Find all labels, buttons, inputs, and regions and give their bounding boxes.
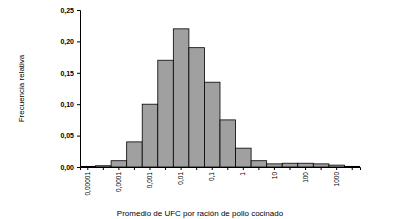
chart: 0,000,050,100,150,200,250,000010,00010,0…: [0, 0, 393, 219]
x-tick-label: 0,001: [146, 172, 153, 189]
x-tick-mark: [87, 167, 88, 170]
x-tick-mark: [150, 167, 151, 170]
y-tick: 0,05: [60, 132, 80, 140]
x-tick: [290, 167, 291, 170]
x-tick: 0,01: [177, 167, 184, 185]
y-tick-mark: [77, 41, 80, 42]
x-tick-label: 0,0001: [115, 172, 122, 192]
y-tick-label: 0,00: [60, 164, 74, 172]
y-tick-label: 0,20: [60, 38, 74, 46]
bar: [298, 163, 314, 167]
x-tick: [258, 167, 259, 170]
x-tick: [321, 167, 322, 170]
x-tick-mark: [352, 167, 353, 170]
x-tick-mark: [118, 167, 119, 170]
x-tick-label: 0,1: [208, 172, 215, 181]
bar: [111, 161, 127, 167]
x-tick: 100: [302, 167, 309, 183]
bar: [329, 165, 345, 167]
bar: [204, 82, 220, 167]
x-tick-mark: [305, 167, 306, 170]
x-tick-mark: [165, 167, 166, 170]
x-tick-label: 1: [239, 172, 246, 176]
y-axis-line: [77, 11, 81, 168]
y-tick: 0,10: [60, 101, 80, 109]
x-tick-label: 0,00001: [84, 172, 91, 196]
y-tick: 0,15: [60, 70, 80, 78]
y-tick-mark: [77, 167, 80, 168]
bar: [189, 48, 205, 167]
y-tick-label: 0,05: [60, 132, 74, 140]
x-tick: 1: [239, 167, 246, 176]
x-tick-label: 100: [302, 172, 309, 183]
x-tick-mark: [243, 167, 244, 170]
y-axis-title: Frecuencia relativa: [17, 54, 26, 122]
x-tick-mark: [103, 167, 104, 170]
x-tick: [352, 167, 353, 170]
x-tick-mark: [212, 167, 213, 170]
bar: [127, 142, 143, 167]
x-tick: [134, 167, 135, 170]
x-tick: 0,001: [146, 167, 153, 188]
x-tick: [165, 167, 166, 170]
bar: [173, 29, 189, 167]
x-tick: [227, 167, 228, 170]
y-tick-label: 0,15: [60, 70, 74, 78]
x-axis-title: Promedio de UFC por ración de pollo coci…: [117, 209, 284, 218]
y-tick-mark: [77, 104, 80, 105]
y-tick: 0,25: [60, 7, 80, 15]
bar: [158, 60, 174, 167]
x-tick: 0,1: [208, 167, 215, 181]
y-tick-mark: [77, 136, 80, 137]
bars: [80, 29, 360, 167]
x-tick-mark: [290, 167, 291, 170]
x-tick: 10: [271, 167, 278, 179]
bar: [142, 104, 158, 167]
x-tick-label: 1000: [333, 172, 340, 187]
x-tick: 0,00001: [84, 167, 91, 196]
x-tick-mark: [227, 167, 228, 170]
x-tick-mark: [134, 167, 135, 170]
x-tick-label: 0,01: [177, 172, 184, 185]
bar: [313, 164, 329, 167]
y-axis: 0,00 0,05 0,10 0,15 0,20 0,25: [60, 7, 80, 172]
bar: [220, 120, 236, 167]
x-tick-mark: [274, 167, 275, 170]
x-tick: [103, 167, 104, 170]
plot: 0,000,050,100,150,200,250,000010,00010,0…: [60, 7, 360, 196]
x-tick: [196, 167, 197, 170]
bar: [251, 161, 267, 167]
bar: [80, 166, 96, 167]
y-tick: 0,00: [60, 164, 80, 172]
y-tick: 0,20: [60, 38, 80, 46]
y-tick-mark: [77, 73, 80, 74]
x-axis: 0,00001 0,0001 0,001 0,01 0,1 1 10 100 1000: [81, 167, 361, 196]
bar: [267, 164, 283, 167]
x-tick-label: 10: [271, 172, 278, 180]
y-tick-mark: [77, 10, 80, 11]
bar: [282, 163, 298, 167]
x-tick-mark: [336, 167, 337, 170]
x-tick-mark: [181, 167, 182, 170]
y-tick-label: 0,10: [60, 101, 74, 109]
bar: [236, 148, 252, 167]
x-tick: 1000: [333, 167, 340, 186]
x-tick-mark: [321, 167, 322, 170]
bar: [96, 166, 112, 167]
x-tick: 0,0001: [115, 167, 122, 192]
x-axis-line: [81, 168, 361, 171]
x-tick-mark: [196, 167, 197, 170]
y-tick-label: 0,25: [60, 7, 74, 15]
bar: [344, 166, 360, 167]
x-tick-mark: [258, 167, 259, 170]
